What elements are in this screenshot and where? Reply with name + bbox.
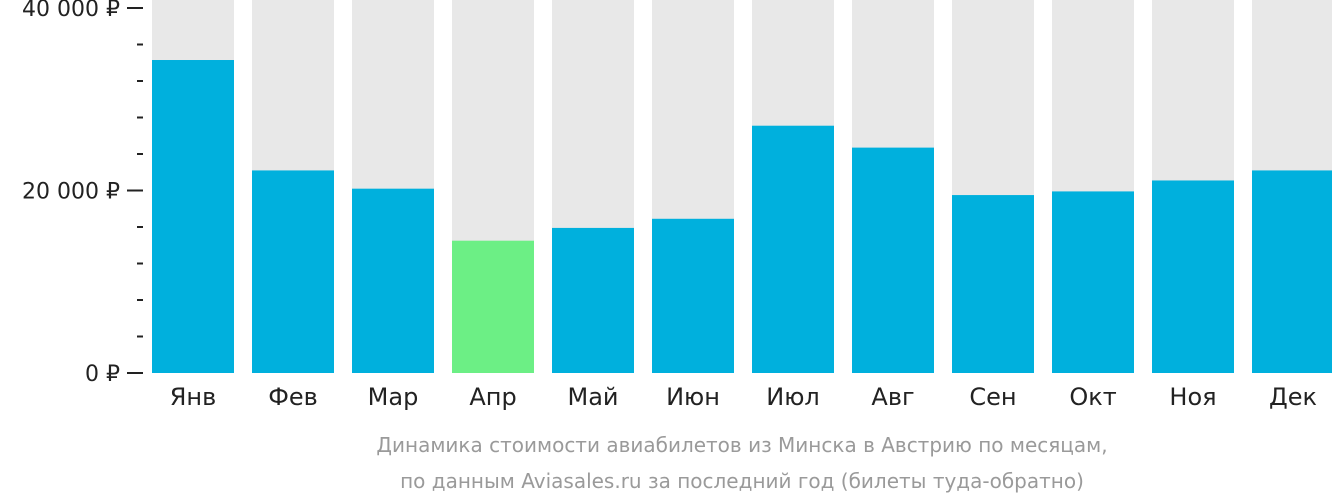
caption-line-1: Динамика стоимости авиабилетов из Минска… — [376, 433, 1107, 457]
bar-2 — [252, 170, 334, 373]
y-axis: 0 ₽ 20 000 ₽ 40 000 ₽ — [22, 0, 143, 387]
y-tick-label-2: 20 000 ₽ — [22, 180, 120, 205]
x-tick-label-3: Мар — [368, 383, 419, 411]
bar-7 — [752, 125, 834, 374]
x-tick-label-2: Фев — [268, 383, 318, 411]
bar-12 — [1252, 170, 1332, 373]
x-axis-labels: Янв Фев Мар Апр Май Июн Июл Авг Сен Окт Ноя Дек — [170, 383, 1317, 411]
x-tick-label-1: Янв — [170, 383, 217, 411]
bars — [152, 60, 1332, 374]
bar-11 — [1152, 180, 1234, 373]
caption-line-2: по данным Aviasales.ru за последний год … — [400, 469, 1084, 493]
x-tick-label-5: Май — [567, 383, 618, 411]
bar-10 — [1052, 191, 1134, 373]
x-tick-label-6: Июн — [666, 383, 720, 411]
bar-6 — [652, 218, 734, 373]
x-tick-label-10: Окт — [1069, 383, 1116, 411]
bar-8 — [852, 147, 934, 373]
bar-1 — [152, 60, 234, 373]
x-tick-label-11: Ноя — [1169, 383, 1216, 411]
bar-5 — [552, 227, 634, 373]
x-tick-label-8: Авг — [871, 383, 914, 411]
y-tick-label-3: 40 000 ₽ — [22, 0, 120, 22]
y-tick-label-1: 0 ₽ — [85, 362, 120, 387]
x-tick-label-12: Дек — [1269, 383, 1317, 411]
x-tick-label-7: Июл — [766, 383, 820, 411]
bar-9 — [952, 195, 1034, 373]
x-tick-label-4: Апр — [469, 383, 516, 411]
x-tick-label-9: Сен — [969, 383, 1016, 411]
bar-4 — [452, 240, 534, 373]
bar-3 — [352, 188, 434, 373]
